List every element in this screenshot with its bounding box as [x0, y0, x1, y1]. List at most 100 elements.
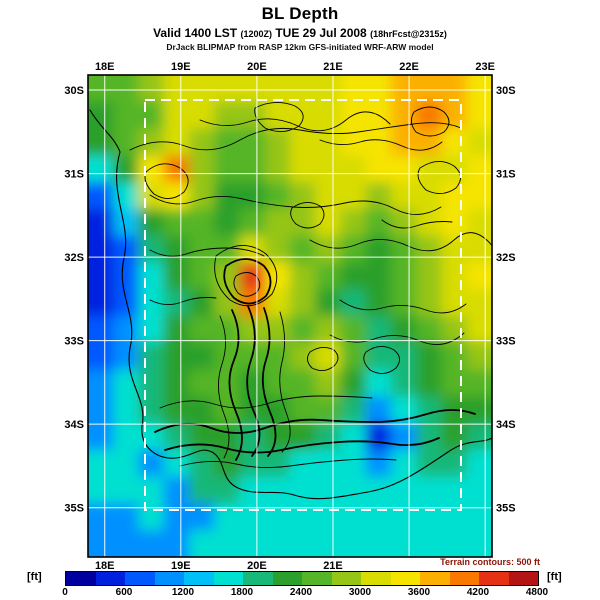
field-cell — [416, 530, 443, 557]
field-cell — [340, 182, 367, 211]
field-cell — [340, 75, 367, 103]
field-cell — [138, 316, 165, 344]
field-cell — [163, 316, 191, 344]
field-cell — [466, 476, 492, 505]
field-cell — [466, 396, 492, 425]
colorbar-units-left: [ft] — [27, 571, 42, 583]
colorbar-segment — [272, 572, 302, 585]
field-cell — [239, 208, 266, 237]
field-cell — [113, 476, 140, 505]
field-cell — [88, 396, 115, 425]
field-cell — [163, 476, 191, 505]
lat-tick-label: 31S — [496, 169, 516, 181]
terrain-contour-line — [339, 299, 467, 314]
field-cell — [189, 128, 216, 157]
field-cell — [466, 423, 492, 452]
field-cell — [340, 155, 367, 184]
field-cell — [88, 316, 115, 344]
lat-tick-label: 32S — [496, 252, 516, 264]
field-cell — [340, 530, 367, 557]
field-cell — [189, 262, 216, 291]
field-cell — [138, 369, 165, 398]
field-cell — [391, 449, 418, 478]
field-cell — [138, 449, 165, 478]
terrain-contour-line — [279, 311, 291, 453]
terrain-contour-line — [228, 309, 243, 461]
field-cell — [264, 208, 292, 237]
field-cell — [391, 369, 418, 398]
field-cell — [189, 289, 216, 318]
field-cell — [441, 342, 468, 371]
field-cell — [290, 75, 317, 103]
latlon-grid — [88, 75, 492, 557]
field-cell — [88, 75, 115, 103]
colorbar-segment — [95, 572, 125, 585]
field-cell — [88, 369, 115, 398]
field-cell — [441, 449, 468, 478]
field-cell — [416, 75, 443, 103]
lon-tick-label: 21E — [323, 560, 343, 572]
colorbar-segment — [243, 572, 273, 585]
field-cell — [365, 423, 393, 452]
field-cell — [290, 476, 317, 505]
field-cell — [264, 235, 292, 264]
header: BL Depth Valid 1400 LST (1200Z) TUE 29 J… — [0, 0, 600, 52]
field-cell — [416, 128, 443, 157]
lat-tick-label: 34S — [64, 419, 84, 431]
field-cell — [416, 396, 443, 425]
field-cell — [264, 128, 292, 157]
field-cell — [391, 208, 418, 237]
terrain-contour-line — [159, 395, 373, 409]
field-cell — [189, 476, 216, 505]
lat-tick-label: 33S — [64, 336, 84, 348]
field-cell — [365, 449, 393, 478]
field-cell — [466, 101, 492, 130]
bl-depth-field — [88, 75, 492, 557]
field-cell — [214, 128, 241, 157]
field-cell — [264, 75, 292, 103]
field-cell — [189, 316, 216, 344]
field-cell — [163, 369, 191, 398]
field-cell — [365, 208, 393, 237]
valid-date-text: TUE 29 Jul 2008 — [275, 26, 367, 40]
valid-time-text: Valid 1400 LST — [153, 26, 238, 40]
field-cell — [441, 182, 468, 211]
field-cell — [88, 128, 115, 157]
field-cell — [466, 449, 492, 478]
colorbar-segment — [125, 572, 155, 585]
field-cell — [138, 101, 165, 130]
field-cell — [391, 235, 418, 264]
field-cell — [441, 208, 468, 237]
terrain-contour-line — [223, 258, 272, 305]
terrain-contour-line — [154, 409, 476, 434]
field-cell — [264, 155, 292, 184]
colorbar — [65, 571, 539, 586]
terrain-contour-line — [179, 458, 397, 469]
terrain-contour-line — [319, 139, 443, 151]
field-cell — [214, 262, 241, 291]
terrain-contour-line — [411, 106, 450, 137]
field-cell — [113, 316, 140, 344]
field-cell — [466, 235, 492, 264]
lon-tick-label: 19E — [171, 560, 191, 572]
field-cell — [88, 449, 115, 478]
field-cell — [113, 235, 140, 264]
field-cell — [264, 476, 292, 505]
field-cell — [88, 208, 115, 237]
field-cell — [113, 369, 140, 398]
colorbar-segment — [184, 572, 214, 585]
field-cell — [113, 128, 140, 157]
field-cell — [290, 316, 317, 344]
colorbar-segment — [66, 572, 96, 585]
field-cell — [138, 75, 165, 103]
field-cell — [466, 342, 492, 371]
valid-line: Valid 1400 LST (1200Z) TUE 29 Jul 2008 (… — [0, 26, 600, 40]
field-cell — [365, 262, 393, 291]
field-cell — [88, 342, 115, 371]
field-cell — [416, 101, 443, 130]
terrain-contour-line — [307, 347, 339, 371]
field-cell — [163, 128, 191, 157]
field-cell — [391, 316, 418, 344]
field-cell — [264, 182, 292, 211]
lon-tick-label: 21E — [323, 61, 343, 73]
